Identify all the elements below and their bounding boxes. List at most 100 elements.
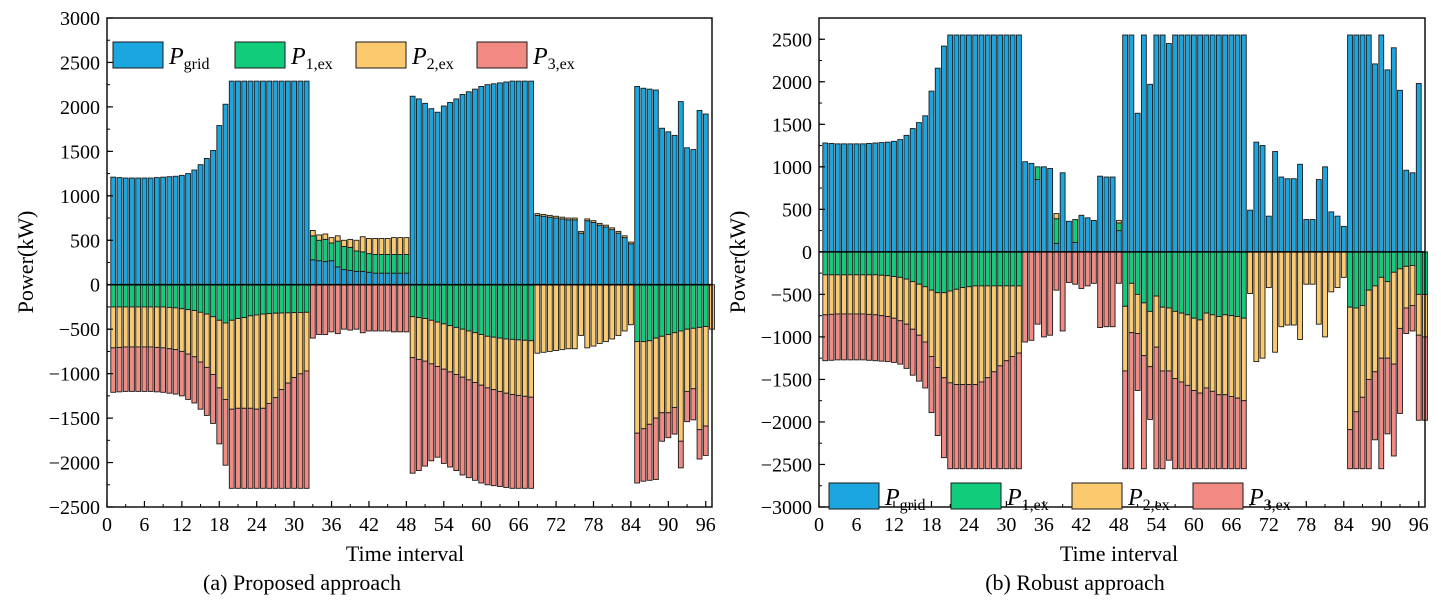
bar-P_grid-58 bbox=[1178, 34, 1185, 253]
bar-P_grid-2 bbox=[828, 142, 835, 253]
bar-P3_ex-neg-68 bbox=[528, 396, 535, 489]
bar-P3_ex-neg-7 bbox=[859, 313, 866, 361]
bar-P1_ex-41 bbox=[1072, 219, 1079, 243]
bar-P_grid-13 bbox=[897, 139, 904, 253]
bar-P_grid-49 bbox=[1122, 34, 1129, 253]
bar-P3_ex-neg-17 bbox=[210, 374, 216, 424]
bar-P1_ex-neg-32 bbox=[1016, 251, 1022, 287]
bar-P2_ex-69 bbox=[534, 213, 541, 216]
bar-P3_ex-neg-22 bbox=[953, 384, 960, 470]
bar-P1_ex-41 bbox=[359, 251, 366, 272]
bar-P3_ex-neg-39 bbox=[1059, 251, 1066, 332]
bar-P3_ex-neg-56 bbox=[1165, 370, 1172, 461]
bar-P1_ex-neg-56 bbox=[453, 284, 460, 328]
bar-P1_ex-46 bbox=[391, 254, 397, 274]
bar-P2_ex-neg-51 bbox=[1134, 293, 1141, 334]
bar-P1_ex-neg-93 bbox=[1397, 251, 1403, 270]
bar-P3_ex-neg-43 bbox=[372, 284, 379, 332]
bar-P3_ex-neg-3 bbox=[834, 313, 841, 361]
bar-P2_ex-38 bbox=[341, 239, 347, 247]
bar-P1_ex-neg-57 bbox=[1172, 251, 1178, 312]
legend-swatch-P1_ex bbox=[234, 41, 286, 69]
bar-P_grid-15 bbox=[909, 128, 916, 253]
bar-P3_ex-neg-16 bbox=[916, 334, 922, 382]
legend-label-P2_ex: P2,ex bbox=[411, 44, 454, 73]
bar-P2_ex-neg-20 bbox=[228, 319, 235, 410]
bar-P2_ex-neg-67 bbox=[1234, 316, 1241, 399]
bar-P1_ex-neg-94 bbox=[690, 284, 697, 329]
bar-P2_ex-neg-59 bbox=[1184, 314, 1191, 386]
bar-P2_ex-79 bbox=[596, 222, 603, 226]
bar-P2_ex-neg-94 bbox=[690, 327, 697, 390]
bar-P1_ex-neg-95 bbox=[1409, 251, 1416, 266]
bar-P3_ex-neg-16 bbox=[203, 366, 210, 416]
legend-sub-P1_ex: 1,ex bbox=[1022, 497, 1049, 514]
bar-P2_ex-neg-61 bbox=[1197, 319, 1203, 394]
bar-P_grid-77 bbox=[1297, 163, 1303, 253]
bar-P1_ex-neg-24 bbox=[966, 251, 972, 288]
bar-P3_ex-neg-26 bbox=[978, 381, 985, 470]
bar-P2_ex-neg-68 bbox=[1240, 317, 1247, 402]
bar-P2_ex-neg-20 bbox=[941, 292, 947, 379]
bar-P_grid-12 bbox=[891, 140, 897, 253]
bar-P3_ex-neg-10 bbox=[166, 348, 173, 394]
bar-P1_ex-neg-16 bbox=[916, 251, 922, 285]
bar-P2_ex-43 bbox=[372, 238, 379, 255]
bar-P_grid-64 bbox=[503, 81, 510, 286]
bar-P2_ex-neg-89 bbox=[659, 335, 665, 414]
bar-P_grid-73 bbox=[1272, 151, 1278, 253]
bar-P_grid-2 bbox=[116, 177, 123, 286]
bar-P1_ex-neg-28 bbox=[991, 251, 997, 287]
bar-P_grid-7 bbox=[147, 177, 154, 286]
ytick-label: −2000 bbox=[49, 453, 100, 475]
bar-P3_ex-neg-51 bbox=[422, 360, 428, 467]
bar-P3_ex-neg-65 bbox=[1222, 394, 1228, 470]
bar-P_grid-90 bbox=[1378, 34, 1385, 253]
bar-P3_ex-neg-46 bbox=[1103, 251, 1110, 328]
bar-P1_ex-48 bbox=[1115, 222, 1122, 232]
bar-P2_ex-neg-19 bbox=[934, 292, 941, 368]
bar-P2_ex-neg-26 bbox=[266, 313, 273, 404]
bar-P1_ex-neg-88 bbox=[652, 284, 659, 339]
bar-P2_ex-84 bbox=[628, 241, 634, 245]
bar-P2_ex-81 bbox=[609, 227, 616, 231]
xtick-label: 66 bbox=[1221, 514, 1241, 536]
bar-P3_ex-neg-52 bbox=[1140, 355, 1147, 470]
bar-P2_ex-46 bbox=[391, 237, 397, 255]
bar-P_grid-14 bbox=[903, 134, 910, 253]
bar-P_grid-41 bbox=[359, 270, 366, 286]
bar-P1_ex-neg-2 bbox=[116, 284, 123, 308]
bar-P2_ex-neg-12 bbox=[178, 308, 185, 352]
ytick-label: −1000 bbox=[49, 364, 100, 386]
bar-P_grid-73 bbox=[559, 218, 566, 286]
bar-P1_ex-neg-3 bbox=[834, 251, 841, 276]
bar-P2_ex-neg-53 bbox=[1147, 310, 1154, 368]
bar-P3_ex-neg-24 bbox=[253, 408, 260, 489]
bar-P2_ex-neg-83 bbox=[621, 284, 628, 332]
bar-P1_ex-neg-49 bbox=[1122, 251, 1129, 307]
bar-P_grid-65 bbox=[1222, 34, 1228, 253]
bar-P3_ex-neg-94 bbox=[1403, 307, 1410, 334]
bar-P2_ex-neg-5 bbox=[135, 306, 142, 348]
bar-P_grid-6 bbox=[141, 177, 148, 286]
bar-P3_ex-neg-29 bbox=[284, 382, 291, 489]
bar-P2_ex-neg-90 bbox=[665, 334, 672, 414]
bar-P1_ex-neg-15 bbox=[197, 284, 204, 313]
bar-P3_ex-neg-17 bbox=[922, 341, 929, 389]
legend-sub-P1_ex: 1,ex bbox=[306, 56, 333, 73]
bar-P3_ex-neg-29 bbox=[997, 365, 1004, 470]
bar-P2_ex-neg-3 bbox=[834, 274, 841, 315]
bar-P1_ex-neg-50 bbox=[1128, 251, 1135, 284]
bar-P3_ex-neg-67 bbox=[1234, 397, 1241, 470]
bar-P2_ex-neg-22 bbox=[241, 317, 248, 409]
bar-P2_ex-neg-4 bbox=[841, 274, 847, 315]
bar-P2_ex-neg-5 bbox=[847, 274, 854, 315]
ylabel-robust: Power(kW) bbox=[725, 211, 750, 314]
bar-P2_ex-47 bbox=[397, 237, 404, 255]
legend-sub-P_grid: grid bbox=[900, 497, 926, 514]
bar-P2_ex-neg-17 bbox=[210, 316, 216, 375]
bar-P1_ex-neg-1 bbox=[110, 284, 117, 308]
bar-P_grid-41 bbox=[1072, 242, 1079, 253]
bar-P_grid-31 bbox=[1009, 34, 1016, 253]
